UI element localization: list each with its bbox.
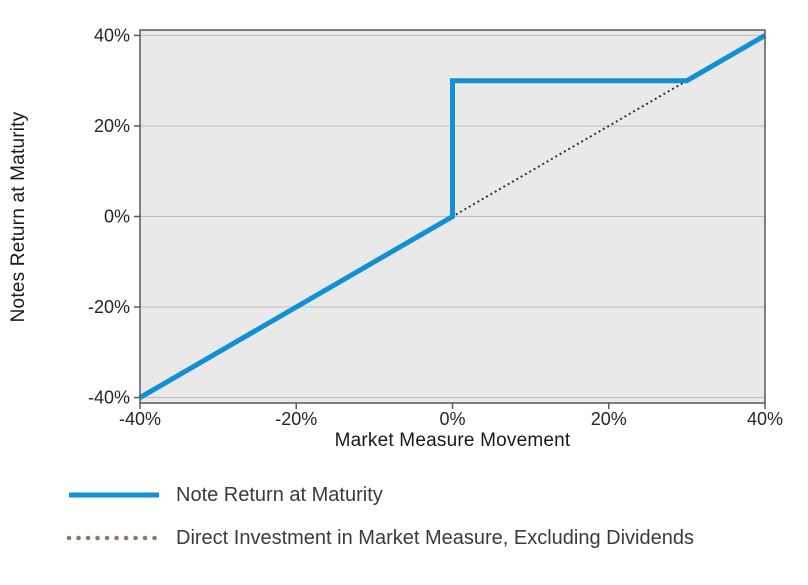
legend-label-direct-investment: Direct Investment in Market Measure, Exc… [176,526,694,549]
x-tick-label-40: 40% [747,409,783,429]
x-tick-label-20: 20% [591,409,627,429]
legend-item-direct-investment: Direct Investment in Market Measure, Exc… [66,526,694,550]
legend-solid-line-swatch [69,492,159,498]
y-tick-label--40: -40% [88,388,130,408]
x-tick-label--40: -40% [119,409,161,429]
x-tick-label--20: -20% [275,409,317,429]
y-tick-label-20: 20% [94,116,130,136]
legend-dotted-line-swatch [66,535,166,541]
legend: Note Return at Maturity Direct Investmen… [66,483,694,569]
y-axis-title: Notes Return at Maturity [8,111,29,323]
y-tick-label-0: 0% [104,207,130,227]
legend-item-note-return: Note Return at Maturity [66,483,694,507]
note-return-series-line [138,33,767,400]
x-tick-label-0: 0% [439,409,465,429]
x-axis-title: Market Measure Movement [334,430,571,451]
payoff-chart: -40% -20% 0% 20% 40% -40% -20% 0% 20% 40% [88,25,783,429]
legend-label-note-return: Note Return at Maturity [176,483,383,506]
y-tick-label--20: -20% [88,297,130,317]
y-tick-label-40: 40% [94,25,130,45]
